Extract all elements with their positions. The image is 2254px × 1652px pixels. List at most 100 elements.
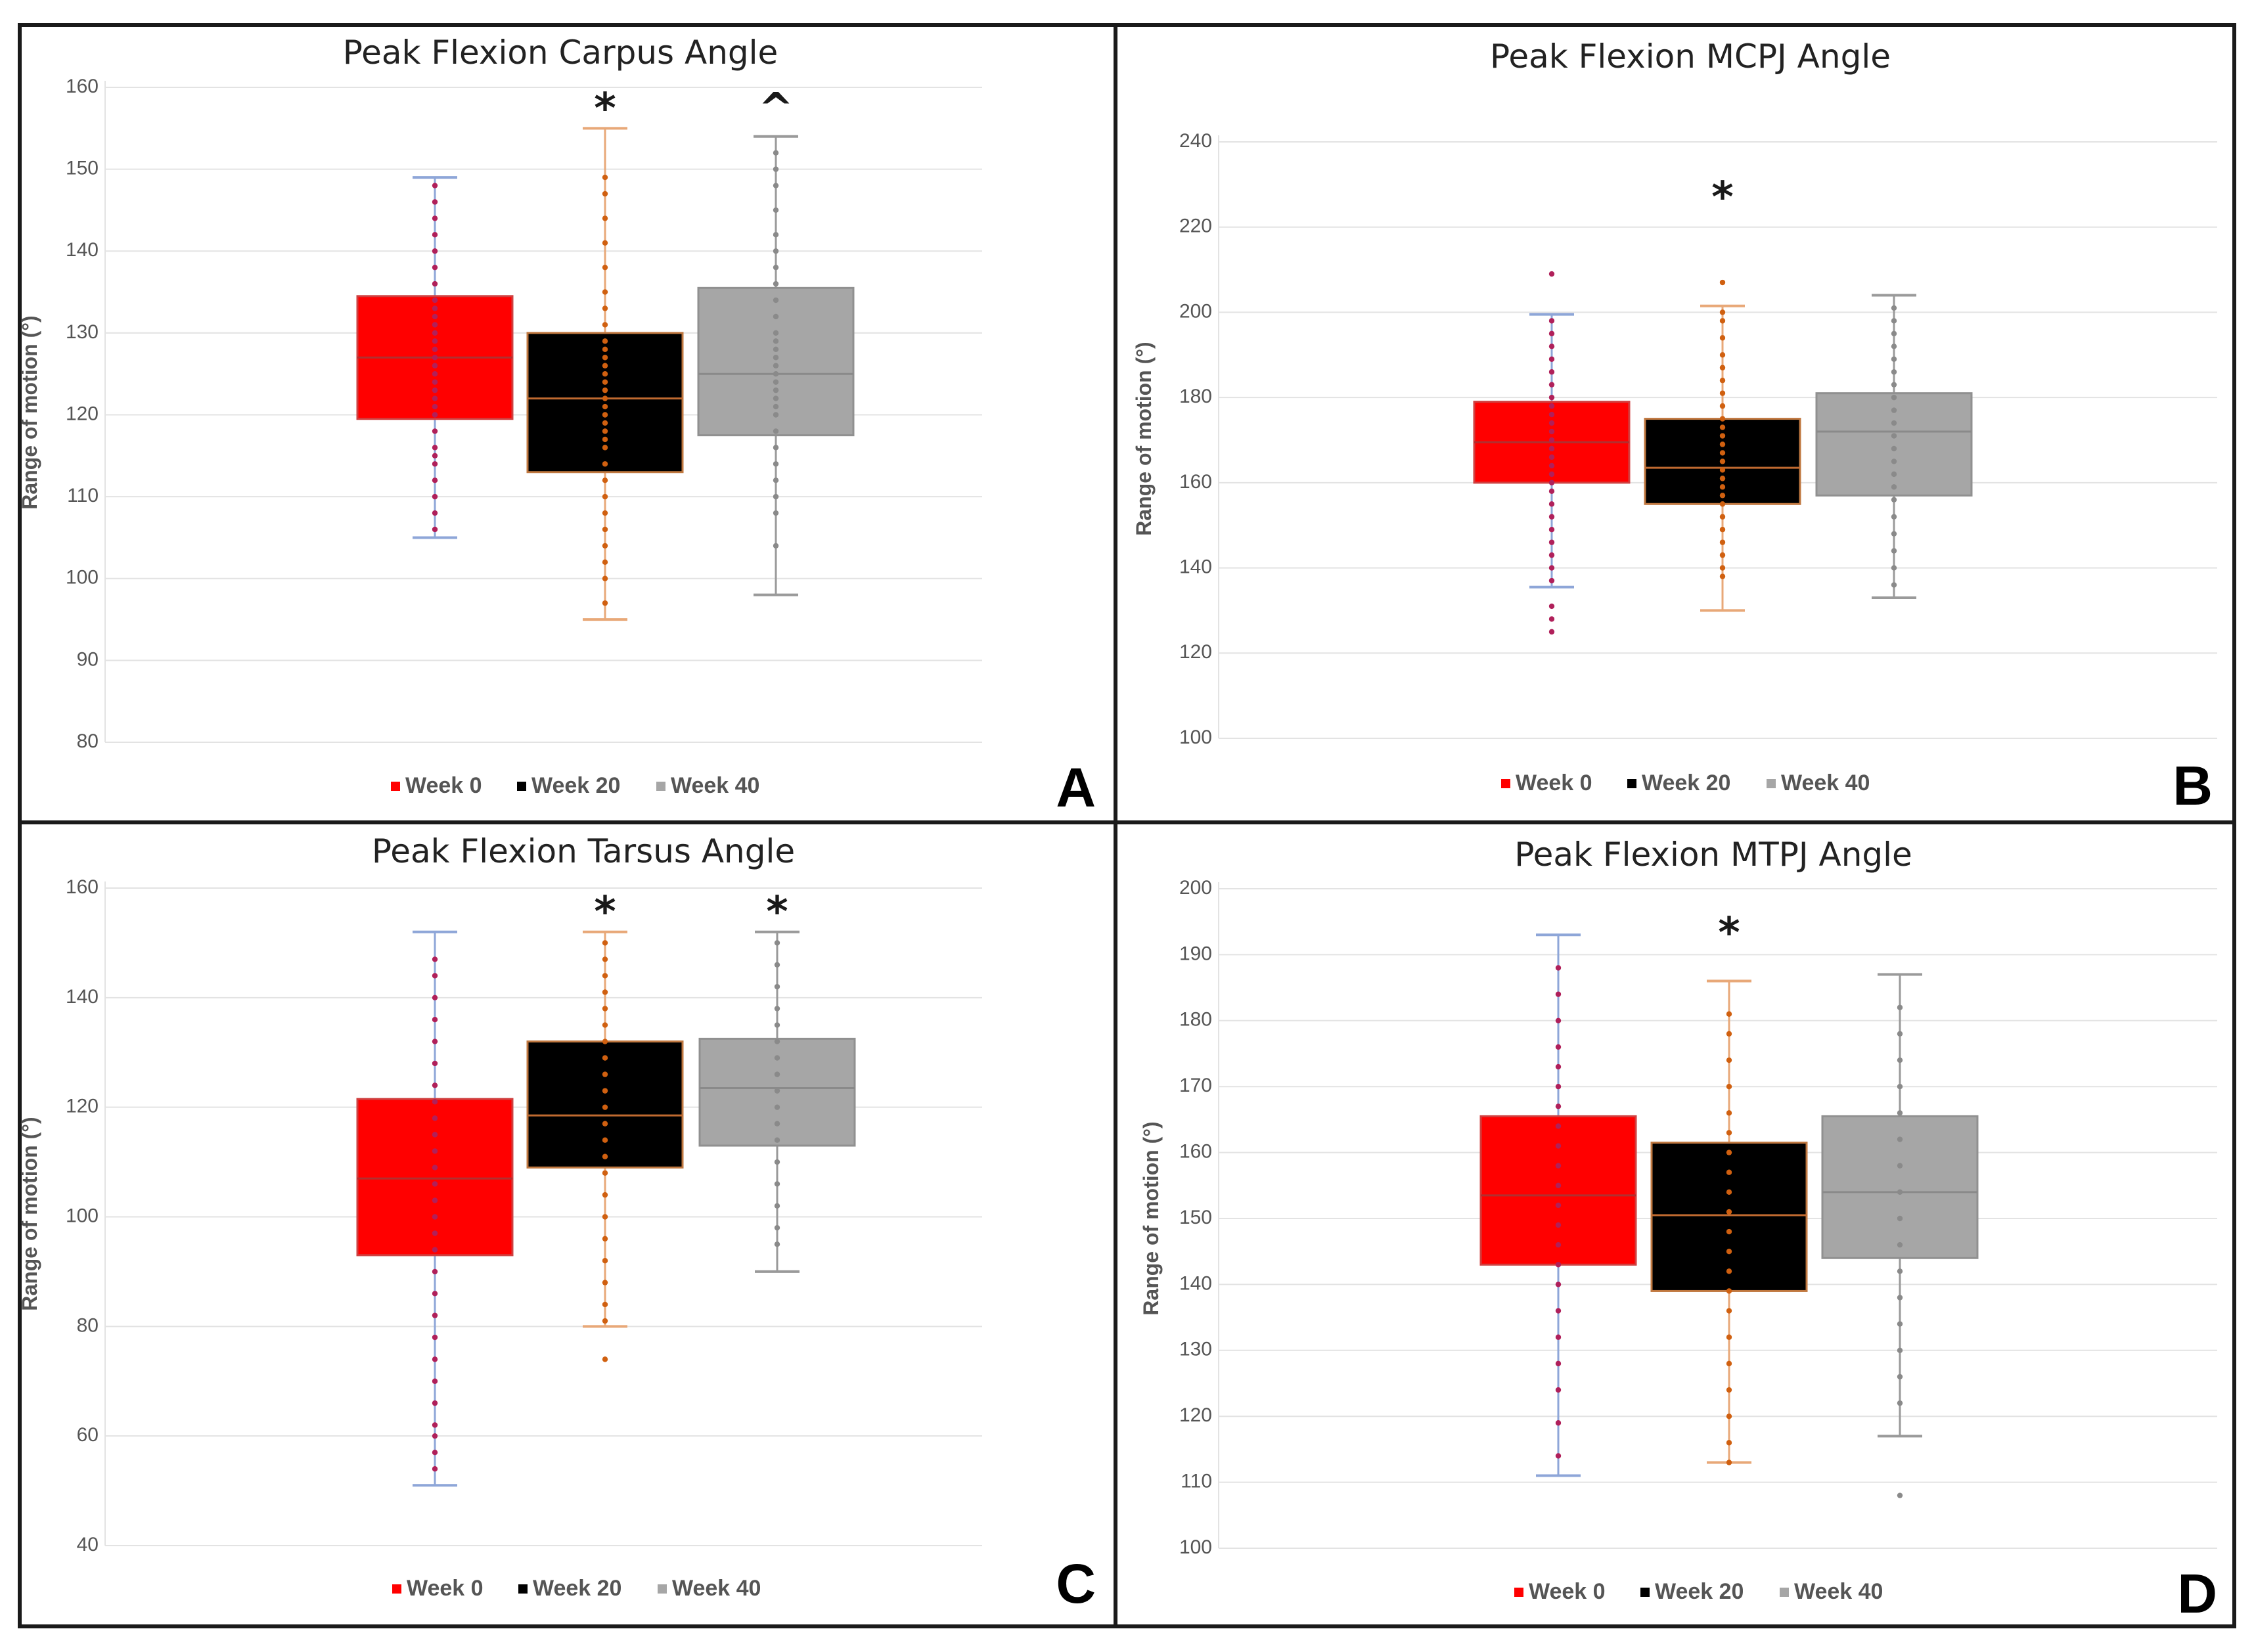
panel-c-point-week-0 [432,1148,438,1154]
panel-a-point-week-0 [432,322,438,328]
panel-c-box-week-0 [356,930,514,1487]
panel-b-box-week-0 [1473,271,1631,635]
panel-d-point-week-40 [1897,1110,1903,1116]
panel-a-point-week-40 [773,355,779,361]
panel-d-y-tick-200: 200 [1179,877,1212,899]
panel-c-point-week-0 [432,1378,438,1384]
panel-b-y-tick-120: 120 [1179,641,1212,663]
panel-a-point-week-0 [432,445,438,451]
panel-d-point-week-20 [1726,1440,1732,1446]
panel-b-point-week-40 [1891,548,1897,554]
panel-a-point-week-0 [432,232,438,238]
panel-a-legend-swatch-week-0 [391,782,400,791]
panel-d-point-week-0 [1555,1044,1562,1050]
panel-c-point-week-20 [602,1318,608,1324]
panel-b-point-week-0 [1548,394,1555,401]
panel-d-y-tick-190: 190 [1179,943,1212,964]
panel-a-y-axis-label: Range of motion (°) [18,315,41,509]
panel-a-legend-label-week-20: Week 20 [531,773,620,798]
panel-c-y-tick-140: 140 [66,986,99,1008]
panel-a-legend-swatch-week-20 [517,782,526,791]
panel-b-point-week-0 [1548,382,1555,388]
panel-a-point-week-0 [432,305,438,311]
panel-a-point-week-0 [432,264,438,271]
panel-b-point-week-40 [1891,330,1897,337]
panel-b-point-week-0 [1548,501,1555,507]
panel-c-y-tick-120: 120 [66,1096,99,1117]
panel-a-point-week-20 [602,338,608,344]
panel-d-point-week-0 [1555,1308,1562,1314]
panel-a-point-week-20 [602,370,608,377]
panel-c-point-week-0 [432,1400,438,1406]
panel-a-point-week-0 [432,313,438,320]
panel-c-point-week-0 [432,1312,438,1318]
panel-c-point-week-0 [432,1230,438,1236]
panel-a-point-week-20 [602,526,608,533]
panel-a-point-week-20 [602,355,608,361]
panel-b-point-week-0 [1548,445,1555,452]
panel-b-point-week-40 [1891,497,1897,502]
panel-d-point-week-0 [1555,1282,1562,1287]
panel-d-iqr-box-week-20 [1650,1142,1808,1292]
panel-c-y-tick-100: 100 [66,1205,99,1226]
panel-a-y-tick-90: 90 [77,648,99,670]
panel-b-point-week-40 [1891,445,1897,452]
panel-c-point-week-20 [602,1006,608,1012]
panel-b-mcpj: Peak Flexion MCPJ Angle Range of motion … [1114,23,2236,824]
panel-c-y-tick-80: 80 [77,1314,99,1336]
panel-a-box-week-20: * [526,85,684,621]
panel-a-point-week-40 [773,280,779,287]
panel-a-point-week-20 [602,289,608,295]
panel-b-point-week-20 [1719,403,1726,409]
panel-b-point-week-0 [1548,514,1555,520]
panel-d-y-tick-170: 170 [1179,1075,1212,1096]
panel-d-point-week-20 [1726,1288,1732,1294]
panel-d-box-week-20: * [1650,909,1808,1465]
panel-d-box-week-0 [1479,933,1637,1477]
panel-d-point-week-20 [1726,1360,1732,1367]
panel-a-point-week-20 [602,428,608,434]
panel-b-legend-swatch-week-40 [1767,779,1776,788]
panel-c-point-week-20 [602,1214,608,1220]
panel-a-legend-swatch-week-40 [656,782,665,791]
panel-c-point-week-40 [774,1203,780,1209]
panel-b-point-week-0 [1548,403,1555,409]
panel-b-point-week-20 [1719,458,1726,464]
panel-d-point-week-0 [1555,1222,1562,1228]
panel-d-point-week-40 [1897,1215,1903,1222]
panel-a-point-week-40 [773,370,779,377]
panel-a-point-week-40 [773,166,779,172]
panel-b-y-tick-180: 180 [1179,386,1212,407]
panel-a-point-week-0 [432,526,438,533]
panel-d-point-week-20 [1726,1084,1732,1090]
panel-c-point-week-0 [432,1083,438,1088]
panel-a-point-week-0 [432,493,438,500]
panel-a-y-tick-80: 80 [77,730,99,752]
panel-c-point-week-40 [774,940,780,946]
panel-d-point-week-0 [1555,1202,1562,1209]
panel-b-point-week-40 [1891,420,1897,426]
panel-a-y-tick-150: 150 [66,158,99,179]
panel-b-point-week-20 [1719,318,1726,324]
panel-a-point-week-20 [602,559,608,566]
panel-d-point-week-40 [1897,1163,1903,1169]
panel-a-point-week-40 [773,297,779,303]
panel-a-y-tick-110: 110 [67,485,99,506]
panel-b-point-week-40 [1891,565,1897,571]
panel-b-point-week-20 [1719,433,1726,439]
panel-a-y-tick-160: 160 [66,76,99,97]
panel-a-point-week-0 [432,461,438,467]
panel-d-point-week-0 [1555,991,1562,997]
panel-b-point-week-20 [1719,514,1726,520]
panel-d-title: Peak Flexion MTPJ Angle [1514,836,1912,874]
panel-a-carpus: Peak Flexion Carpus Angle Range of motio… [18,23,1117,824]
panel-c-title: Peak Flexion Tarsus Angle [372,832,795,870]
panel-a-point-week-20 [602,305,608,311]
panel-a-y-tick-140: 140 [66,239,99,261]
panel-c-point-week-0 [432,1038,438,1044]
panel-d-y-tick-180: 180 [1179,1009,1212,1031]
panel-d-y-axis-label: Range of motion (°) [1139,1121,1163,1315]
panel-d-point-week-0 [1555,1123,1562,1129]
panel-a-point-week-20 [602,346,608,352]
panel-a-iqr-box-week-20 [526,332,684,474]
